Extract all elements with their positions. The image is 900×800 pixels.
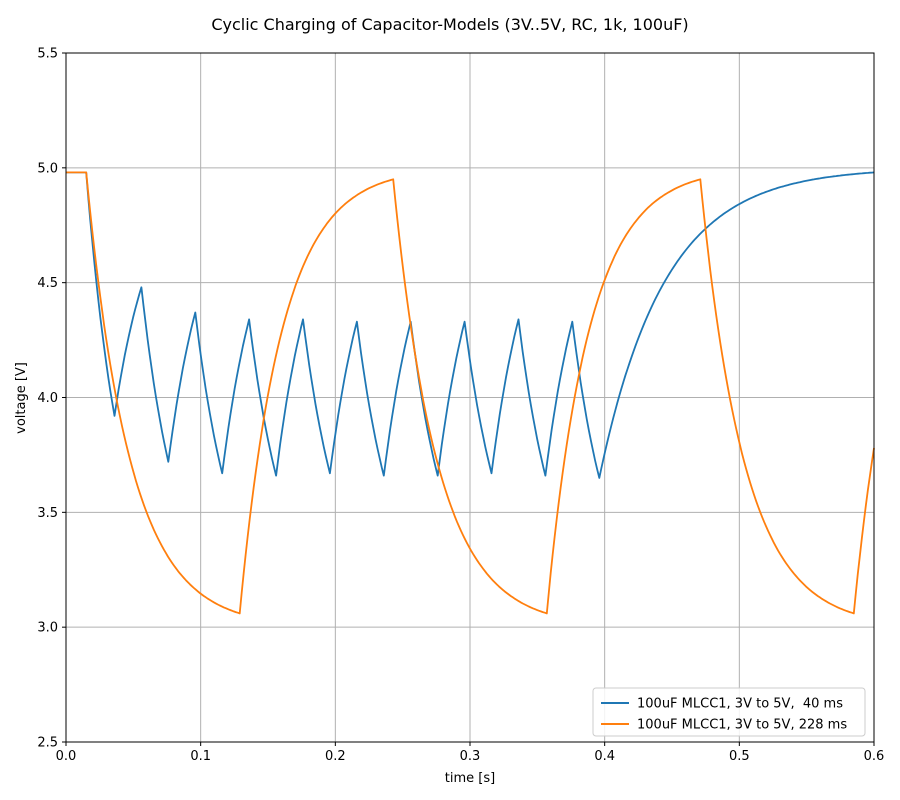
- series-line-1: [66, 171, 875, 479]
- x-tick-label: 0.2: [325, 749, 346, 764]
- x-tick-label: 0.4: [594, 749, 615, 764]
- x-tick-label: 0.3: [460, 749, 481, 764]
- series-line-2: [66, 171, 875, 615]
- axis-ticks: 0.0 0.1 0.2 0.3 0.4 0.5 0.6 2.5 3.0 3.5 4.0 4.5 5.0 5…: [37, 47, 884, 765]
- x-tick-label: 0.1: [190, 749, 211, 764]
- x-tick-label: 0.0: [56, 749, 77, 764]
- legend-label-2: 100uF MLCC1, 3V to 5V, 228 ms: [637, 718, 847, 733]
- y-tick-label: 4.0: [37, 391, 58, 406]
- x-axis-title: time [s]: [445, 771, 495, 786]
- y-axis-title: voltage [V]: [14, 362, 29, 434]
- x-tick-label: 0.6: [864, 749, 885, 764]
- y-tick-label: 5.0: [37, 161, 58, 176]
- y-tick-label: 4.5: [37, 276, 58, 291]
- x-tick-label: 0.5: [729, 749, 750, 764]
- y-tick-label: 3.5: [37, 506, 58, 521]
- y-tick-label: 3.0: [37, 621, 58, 636]
- legend-label-1: 100uF MLCC1, 3V to 5V, 40 ms: [637, 697, 843, 712]
- legend-box: [592, 687, 866, 737]
- y-tick-label: 2.5: [37, 736, 58, 751]
- chart-title: Cyclic Charging of Capacitor-Models (3V.…: [211, 15, 688, 34]
- y-tick-label: 5.5: [37, 47, 58, 62]
- legend: 100uF MLCC1, 3V to 5V, 40 ms 100uF MLCC1,…: [592, 687, 866, 737]
- series-layer: [66, 171, 875, 615]
